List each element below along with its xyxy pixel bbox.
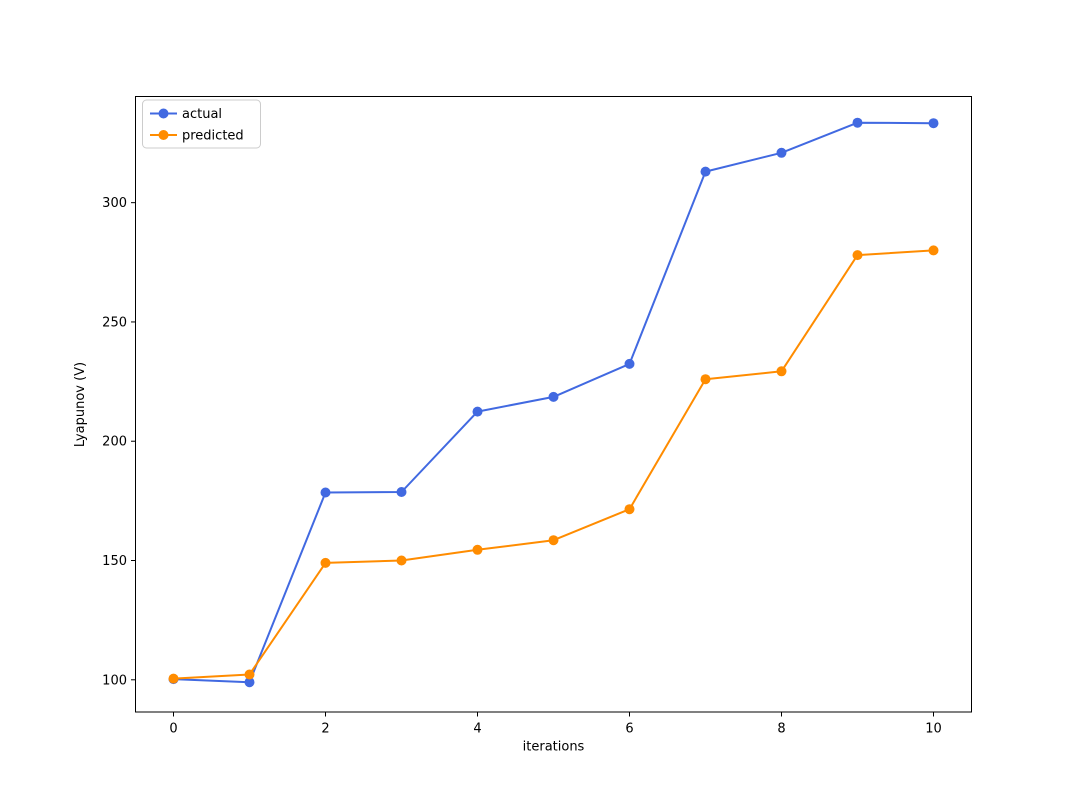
data-point-actual-10 xyxy=(928,118,939,129)
x-tick-label: 8 xyxy=(777,722,785,737)
plot-border xyxy=(135,96,972,713)
data-point-predicted-6 xyxy=(624,504,635,515)
data-point-predicted-7 xyxy=(700,374,711,385)
y-axis-label: Lyapunov (V) xyxy=(73,362,88,447)
data-point-actual-3 xyxy=(396,487,407,497)
data-point-actual-9 xyxy=(852,117,863,128)
data-point-predicted-9 xyxy=(852,250,863,261)
data-point-predicted-10 xyxy=(928,245,939,256)
data-point-predicted-3 xyxy=(396,555,407,566)
x-tick-label: 4 xyxy=(473,722,481,737)
legend-swatch-marker-predicted xyxy=(158,130,169,140)
data-point-actual-1 xyxy=(244,677,255,688)
data-point-actual-7 xyxy=(700,166,711,177)
y-tick-label: 300 xyxy=(102,196,127,211)
data-point-actual-6 xyxy=(624,358,635,369)
legend: actual predicted xyxy=(142,99,261,149)
x-tick-label: 2 xyxy=(321,722,329,737)
legend-swatch-marker-actual xyxy=(158,108,169,119)
y-tick-label: 100 xyxy=(102,673,127,688)
y-tick-label: 200 xyxy=(102,435,127,450)
legend-label: predicted xyxy=(182,129,244,144)
y-tick-label: 250 xyxy=(102,315,127,330)
data-point-predicted-8 xyxy=(776,366,787,377)
x-tick-label: 10 xyxy=(925,722,942,737)
x-tick-label: 0 xyxy=(169,722,177,737)
data-point-predicted-0 xyxy=(168,673,179,684)
x-axis-label: iterations xyxy=(523,740,585,755)
data-point-actual-4 xyxy=(472,406,483,417)
data-point-predicted-2 xyxy=(320,557,331,568)
data-point-predicted-5 xyxy=(548,535,559,546)
data-point-actual-8 xyxy=(776,147,787,158)
y-tick-label: 150 xyxy=(102,554,127,569)
data-point-predicted-4 xyxy=(472,544,483,555)
x-tick-label: 6 xyxy=(625,722,633,737)
data-point-actual-2 xyxy=(320,487,331,498)
data-point-predicted-1 xyxy=(244,669,255,680)
data-point-actual-5 xyxy=(548,391,559,402)
legend-label: actual xyxy=(182,107,222,122)
